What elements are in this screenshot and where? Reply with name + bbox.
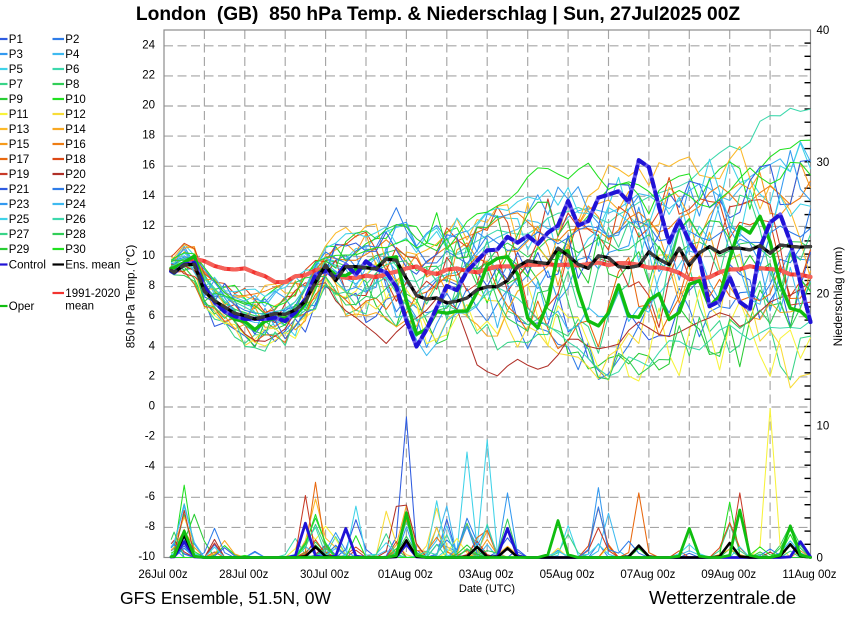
svg-text:11Aug 00z: 11Aug 00z <box>782 569 836 581</box>
svg-text:-4: -4 <box>145 461 156 473</box>
svg-text:GFS Ensemble, 51.5N, 0W: GFS Ensemble, 51.5N, 0W <box>120 588 332 608</box>
svg-text:P27: P27 <box>9 229 29 241</box>
svg-text:0: 0 <box>817 553 823 565</box>
svg-text:6: 6 <box>149 310 155 322</box>
svg-text:P7: P7 <box>9 79 23 91</box>
svg-text:P2: P2 <box>65 34 79 46</box>
svg-text:16: 16 <box>142 160 155 172</box>
svg-text:-8: -8 <box>145 521 155 533</box>
svg-text:14: 14 <box>142 190 155 202</box>
svg-text:P3: P3 <box>9 49 23 61</box>
svg-text:P12: P12 <box>65 109 85 121</box>
svg-text:12: 12 <box>142 220 155 232</box>
svg-text:P4: P4 <box>65 49 80 61</box>
svg-text:P9: P9 <box>9 94 23 106</box>
svg-text:P28: P28 <box>65 229 85 241</box>
svg-text:Oper: Oper <box>9 301 35 313</box>
svg-text:P15: P15 <box>9 139 29 151</box>
svg-text:P22: P22 <box>65 184 85 196</box>
svg-text:P8: P8 <box>65 79 79 91</box>
svg-text:8: 8 <box>149 280 155 292</box>
svg-text:-10: -10 <box>138 551 155 563</box>
svg-text:Control: Control <box>9 260 46 272</box>
svg-text:P13: P13 <box>9 124 29 136</box>
svg-text:1991-2020: 1991-2020 <box>65 288 120 300</box>
svg-text:07Aug 00z: 07Aug 00z <box>620 569 675 581</box>
svg-text:P23: P23 <box>9 199 29 211</box>
svg-text:P17: P17 <box>9 154 29 166</box>
svg-text:24: 24 <box>142 39 155 51</box>
svg-text:40: 40 <box>817 25 830 37</box>
svg-text:850 hPa Temp. (°C): 850 hPa Temp. (°C) <box>124 245 138 349</box>
svg-text:Ens. mean: Ens. mean <box>65 260 120 272</box>
svg-text:P24: P24 <box>65 199 86 211</box>
svg-text:P26: P26 <box>65 214 85 226</box>
svg-text:18: 18 <box>142 130 155 142</box>
svg-text:Date (UTC): Date (UTC) <box>459 583 515 595</box>
svg-text:P11: P11 <box>9 109 29 121</box>
svg-text:22: 22 <box>142 69 155 81</box>
svg-text:P5: P5 <box>9 64 23 76</box>
svg-text:-2: -2 <box>145 431 155 443</box>
svg-text:2: 2 <box>149 370 155 382</box>
svg-text:mean: mean <box>65 301 94 313</box>
svg-text:30Jul 00z: 30Jul 00z <box>300 569 349 581</box>
svg-text:10: 10 <box>142 250 155 262</box>
svg-text:-6: -6 <box>145 491 155 503</box>
svg-text:P30: P30 <box>65 244 85 256</box>
svg-text:P21: P21 <box>9 184 29 196</box>
svg-text:Wetterzentrale.de: Wetterzentrale.de <box>649 587 796 608</box>
svg-text:01Aug 00z: 01Aug 00z <box>378 569 433 581</box>
svg-text:05Aug 00z: 05Aug 00z <box>540 569 595 581</box>
svg-text:20: 20 <box>142 100 155 112</box>
svg-text:0: 0 <box>149 401 155 413</box>
svg-text:P6: P6 <box>65 64 79 76</box>
svg-text:P19: P19 <box>9 169 29 181</box>
svg-text:Niederschlag (mm): Niederschlag (mm) <box>831 247 845 347</box>
svg-text:10: 10 <box>817 421 830 433</box>
svg-text:28Jul 00z: 28Jul 00z <box>219 569 268 581</box>
svg-text:P16: P16 <box>65 139 85 151</box>
svg-text:P25: P25 <box>9 214 29 226</box>
svg-text:P20: P20 <box>65 169 85 181</box>
svg-text:P18: P18 <box>65 154 85 166</box>
svg-text:P29: P29 <box>9 244 29 256</box>
svg-text:P10: P10 <box>65 94 85 106</box>
svg-text:26Jul 00z: 26Jul 00z <box>138 569 187 581</box>
svg-text:20: 20 <box>817 289 830 301</box>
svg-text:4: 4 <box>149 340 156 352</box>
svg-text:P14: P14 <box>65 124 86 136</box>
svg-text:London (GB) 850 hPa Temp. &: London (GB) 850 hPa Temp. & Niederschlag… <box>136 4 741 25</box>
svg-text:03Aug 00z: 03Aug 00z <box>459 569 514 581</box>
svg-text:30: 30 <box>817 157 830 169</box>
svg-text:09Aug 00z: 09Aug 00z <box>701 569 756 581</box>
svg-text:P1: P1 <box>9 34 23 46</box>
